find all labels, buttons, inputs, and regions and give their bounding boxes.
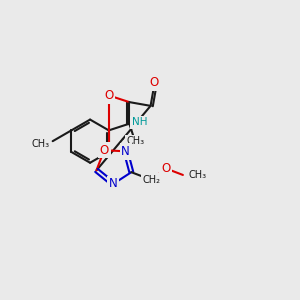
Text: O: O [104,89,113,102]
Text: N: N [109,178,118,190]
Text: CH₃: CH₃ [189,170,207,180]
Text: CH₂: CH₂ [142,175,160,185]
Text: N: N [122,145,130,158]
Text: NH: NH [132,117,147,128]
Text: CH₃: CH₃ [127,136,145,146]
Text: O: O [150,76,159,89]
Text: CH₃: CH₃ [32,139,50,149]
Text: O: O [161,162,170,175]
Text: O: O [100,144,109,157]
